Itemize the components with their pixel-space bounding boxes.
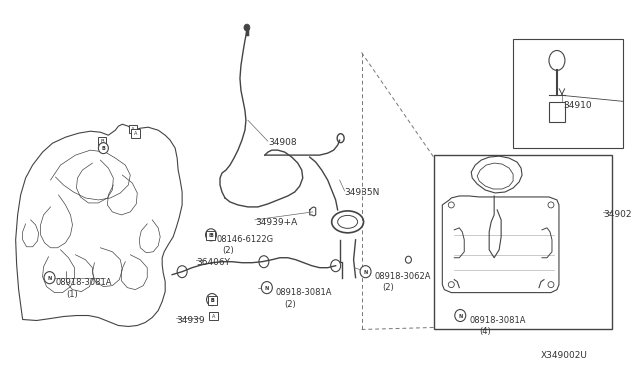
Ellipse shape	[548, 282, 554, 288]
Text: 34902: 34902	[603, 210, 631, 219]
Bar	[129, 125, 137, 133]
Text: 08918-3062A: 08918-3062A	[374, 272, 431, 281]
Text: B: B	[100, 139, 104, 144]
Ellipse shape	[207, 294, 218, 306]
Bar	[99, 137, 106, 145]
Text: 34935N: 34935N	[344, 188, 380, 197]
Text: A: A	[212, 314, 215, 318]
Bar	[435, 155, 612, 330]
Text: 08918-3081A: 08918-3081A	[56, 278, 112, 287]
Text: 08918-3081A: 08918-3081A	[276, 288, 332, 296]
Text: N: N	[458, 314, 462, 318]
Ellipse shape	[99, 143, 108, 154]
Ellipse shape	[448, 282, 454, 288]
Bar	[131, 129, 140, 138]
Text: 34910: 34910	[563, 101, 591, 110]
Ellipse shape	[205, 229, 216, 241]
Text: B: B	[210, 298, 214, 302]
Text: 08146-6122G: 08146-6122G	[216, 235, 273, 244]
Text: (4): (4)	[479, 327, 491, 336]
Text: (1): (1)	[67, 290, 78, 299]
Text: N: N	[47, 276, 52, 280]
Bar	[206, 231, 215, 240]
Text: X349002U: X349002U	[541, 352, 588, 360]
Text: (2): (2)	[383, 283, 394, 292]
Text: B: B	[102, 146, 105, 151]
Bar	[549, 102, 565, 122]
Ellipse shape	[244, 24, 250, 31]
Text: (2): (2)	[284, 299, 296, 309]
Text: B: B	[209, 233, 212, 238]
Ellipse shape	[548, 202, 554, 208]
Text: N: N	[265, 286, 269, 291]
Ellipse shape	[360, 266, 371, 278]
Text: 08918-3081A: 08918-3081A	[469, 315, 525, 324]
Text: (2): (2)	[222, 246, 234, 255]
Text: 34939+A: 34939+A	[255, 218, 297, 227]
Bar	[208, 296, 217, 305]
Text: 34908: 34908	[268, 138, 296, 147]
Ellipse shape	[261, 282, 273, 294]
Text: 34939: 34939	[176, 315, 205, 324]
Text: A: A	[134, 131, 138, 136]
Text: B: B	[211, 298, 214, 302]
Text: A: A	[131, 127, 135, 132]
Bar	[513, 39, 623, 148]
Text: N: N	[364, 270, 368, 275]
Ellipse shape	[455, 310, 466, 321]
Text: 36406Y: 36406Y	[196, 258, 230, 267]
Ellipse shape	[44, 272, 55, 284]
Bar	[209, 311, 218, 321]
Ellipse shape	[448, 202, 454, 208]
Text: B: B	[209, 233, 213, 238]
